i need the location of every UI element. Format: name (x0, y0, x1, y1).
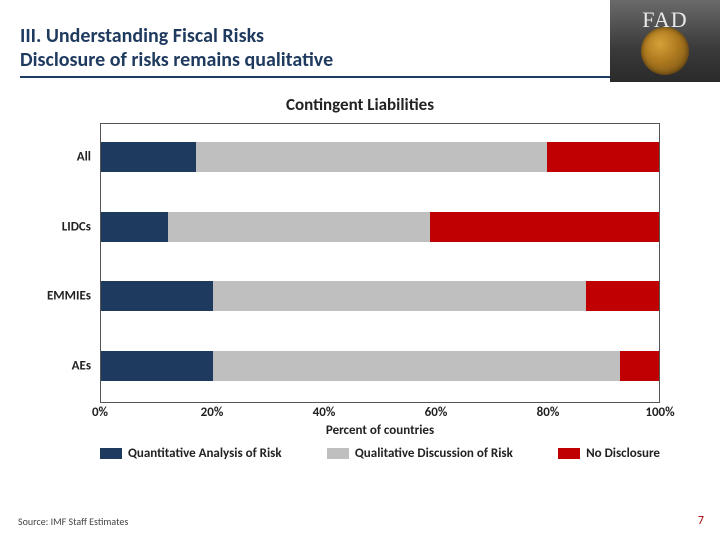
bar-row: EMMIEs (101, 281, 659, 311)
bar-segment (168, 212, 430, 242)
title-line-2: Disclosure of risks remains qualitative (20, 48, 700, 72)
legend-swatch-icon (100, 448, 122, 459)
bar-row: LIDCs (101, 212, 659, 242)
legend-label: No Disclosure (586, 446, 660, 461)
x-tick-label: 100% (645, 405, 674, 420)
bar-segment (430, 212, 659, 242)
imf-seal-icon (641, 27, 689, 75)
x-tick-label: 20% (201, 405, 224, 420)
fad-logo: FAD (610, 0, 720, 82)
bar-segment (213, 281, 587, 311)
bar-row: All (101, 142, 659, 172)
bar-segment (101, 142, 196, 172)
bar-segment (213, 351, 620, 381)
category-label: AEs (72, 358, 91, 373)
bar-segment (196, 142, 548, 172)
legend-swatch-icon (327, 448, 349, 459)
bar-segment (620, 351, 659, 381)
x-tick-label: 60% (425, 405, 448, 420)
category-label: All (77, 150, 91, 165)
legend-item: Quantitative Analysis of Risk (100, 446, 282, 461)
x-axis: 0%20%40%60%80%100% (100, 405, 660, 423)
category-label: LIDCs (62, 219, 91, 234)
chart-plot-area: All LIDCs EMMIEs AEs (100, 123, 660, 403)
bar-segment (101, 212, 168, 242)
bar-segment (547, 142, 659, 172)
legend-item: Qualitative Discussion of Risk (327, 446, 513, 461)
bar-segment (586, 281, 659, 311)
chart-title: Contingent Liabilities (0, 94, 720, 115)
bar-segment (101, 281, 213, 311)
slide-number: 7 (698, 514, 704, 528)
legend-label: Quantitative Analysis of Risk (128, 446, 282, 461)
legend-label: Qualitative Discussion of Risk (355, 446, 513, 461)
bar-row: AEs (101, 351, 659, 381)
source-note: Source: IMF Staff Estimates (18, 515, 128, 528)
legend-swatch-icon (558, 448, 580, 459)
x-tick-label: 40% (313, 405, 336, 420)
chart-legend: Quantitative Analysis of Risk Qualitative… (100, 446, 660, 461)
title-underline (20, 76, 700, 78)
x-tick-label: 0% (92, 405, 108, 420)
legend-item: No Disclosure (558, 446, 660, 461)
category-label: EMMIEs (47, 289, 91, 304)
bar-segment (101, 351, 213, 381)
title-line-1: III. Understanding Fiscal Risks (20, 24, 700, 48)
x-axis-label: Percent of countries (100, 423, 660, 438)
x-tick-label: 80% (537, 405, 560, 420)
